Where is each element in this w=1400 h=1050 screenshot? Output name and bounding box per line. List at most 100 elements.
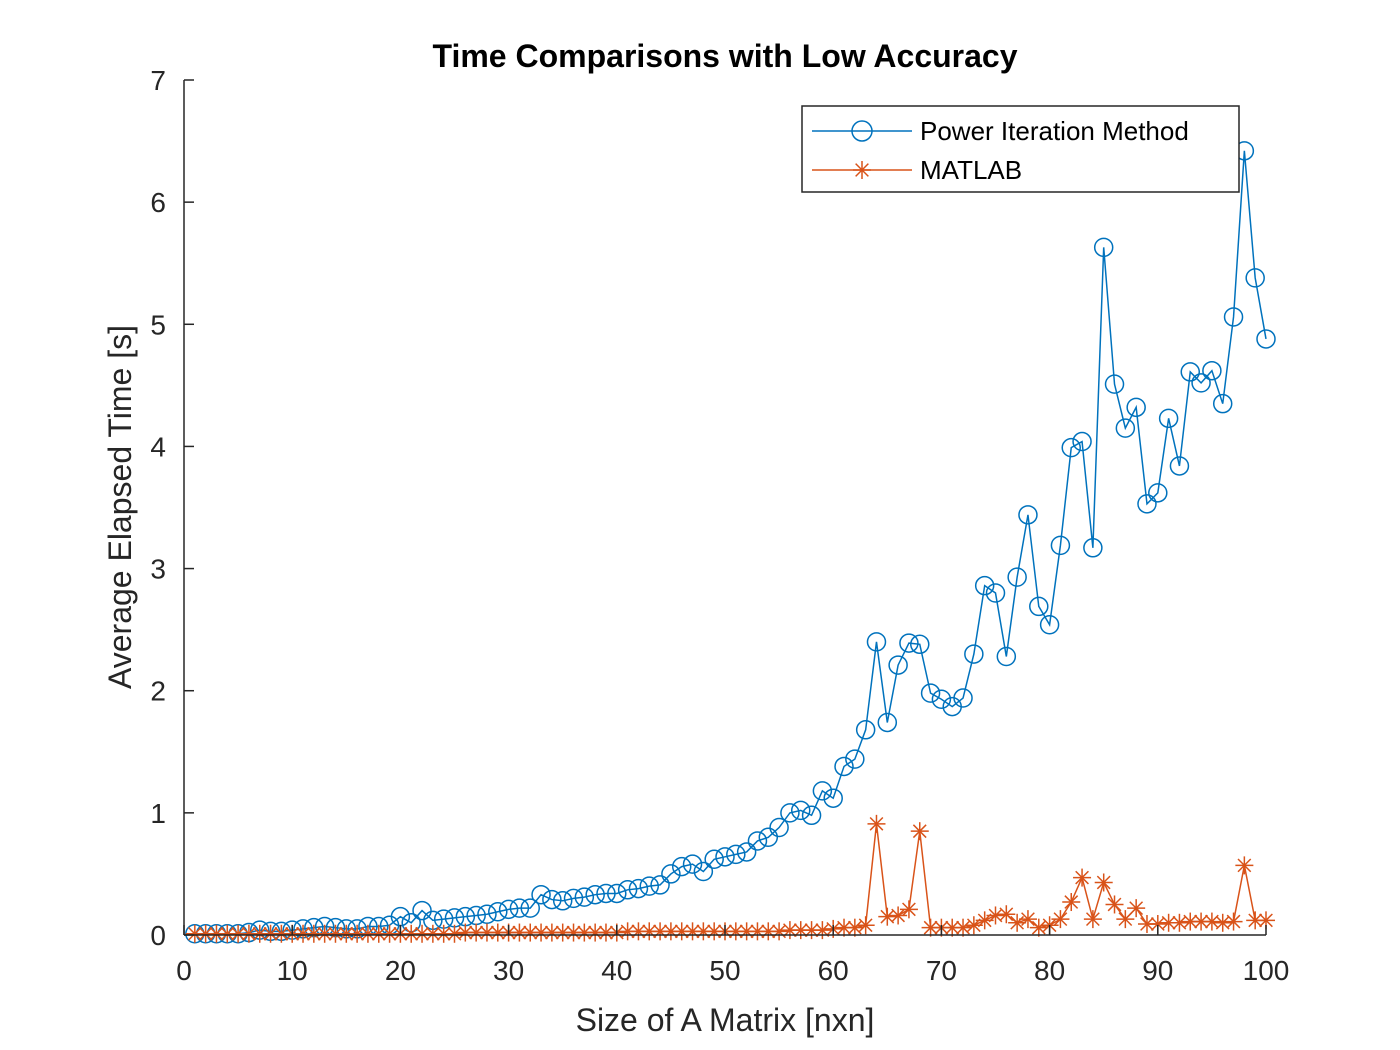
legend-marker-matlab: [853, 161, 871, 179]
data-point: [585, 884, 605, 905]
data-point: [769, 817, 789, 838]
data-point: [358, 924, 377, 943]
x-tick-label: 30: [493, 955, 524, 986]
x-tick-label: 70: [926, 955, 957, 986]
data-point: [1137, 494, 1157, 514]
data-point: [1072, 431, 1092, 452]
data-point: [889, 906, 908, 925]
data-point: [229, 924, 248, 943]
legend-box: [801, 105, 1240, 193]
data-point: [1169, 456, 1190, 476]
data-point: [520, 898, 540, 918]
series-layer: [185, 141, 1276, 944]
x-tick-label: 90: [1142, 955, 1173, 986]
data-point: [1158, 408, 1179, 429]
data-point: [1245, 268, 1265, 288]
data-point: [974, 575, 995, 596]
y-tick-label: 5: [150, 309, 166, 340]
data-point: [823, 788, 843, 808]
data-point: [671, 856, 692, 877]
y-tick-label: 1: [150, 798, 166, 829]
data-point: [509, 898, 530, 918]
data-point: [1127, 899, 1146, 918]
data-point: [954, 918, 973, 937]
x-tick-label: 80: [1034, 955, 1065, 986]
data-point: [856, 916, 875, 935]
data-point: [607, 883, 627, 904]
data-point: [1126, 397, 1146, 418]
y-tick-label: 4: [150, 431, 166, 462]
y-axis-label: Average Elapsed Time [s]: [102, 325, 138, 689]
data-point: [1029, 596, 1049, 617]
data-point: [1029, 918, 1048, 937]
data-point: [1105, 895, 1124, 914]
data-point: [531, 884, 551, 905]
data-point: [704, 849, 724, 870]
legend: Power Iteration Method MATLAB: [801, 105, 1240, 193]
data-point: [498, 899, 519, 920]
data-point: [877, 712, 898, 733]
data-point: [564, 923, 583, 942]
asterisk-icon: [853, 161, 871, 179]
data-point: [726, 844, 746, 865]
data-point: [1159, 913, 1178, 932]
data-point: [1116, 910, 1135, 929]
data-point: [250, 924, 269, 943]
data-point: [888, 655, 908, 675]
data-point: [552, 891, 573, 911]
data-point: [1018, 505, 1038, 525]
data-point: [1073, 868, 1092, 887]
data-point: [997, 905, 1016, 924]
data-point: [812, 781, 833, 801]
data-point: [412, 900, 432, 921]
data-point: [878, 907, 897, 926]
data-point: [867, 814, 886, 833]
x-tick-label: 10: [277, 955, 308, 986]
data-point: [1083, 910, 1102, 929]
data-point: [986, 906, 1005, 925]
data-point: [348, 924, 367, 943]
data-point: [1094, 873, 1113, 892]
y-tick-label: 2: [150, 676, 166, 707]
data-point: [563, 888, 584, 909]
data-point: [1051, 910, 1070, 929]
data-point: [650, 875, 670, 895]
data-point: [1018, 910, 1037, 929]
data-point: [1007, 567, 1027, 587]
data-point: [596, 923, 615, 942]
data-point: [910, 822, 929, 841]
data-point: [996, 646, 1017, 667]
data-point: [921, 918, 940, 937]
data-point: [1212, 393, 1233, 414]
data-point: [628, 878, 649, 899]
data-point: [1192, 912, 1211, 931]
data-point: [1180, 362, 1201, 382]
data-point: [445, 924, 464, 943]
legend-label-matlab: MATLAB: [920, 155, 1022, 185]
data-point: [1148, 915, 1167, 934]
data-point: [1083, 538, 1103, 558]
plot-area: 0 10 20 30 40 50 60 70 80 90 100 0 1 2 3 4 5 6 7: [150, 65, 1289, 986]
data-point: [1050, 535, 1071, 556]
data-point: [542, 889, 562, 910]
data-point: [953, 688, 973, 708]
data-point: [1202, 912, 1221, 931]
y-tick-label: 0: [150, 920, 166, 951]
data-point: [1223, 307, 1244, 327]
data-point: [845, 918, 864, 937]
data-point: [693, 861, 714, 882]
data-point: [639, 876, 660, 896]
data-point: [834, 756, 854, 777]
legend-label-power: Power Iteration Method: [920, 116, 1189, 146]
data-point: [736, 842, 757, 862]
data-point: [835, 918, 854, 937]
x-tick-label: 60: [818, 955, 849, 986]
series-line: [194, 823, 1266, 935]
data-point: [899, 633, 919, 653]
data-point: [1115, 418, 1136, 438]
chart-title: Time Comparisons with Low Accuracy: [432, 38, 1017, 74]
data-point: [1191, 373, 1211, 393]
data-point: [1093, 237, 1114, 258]
data-point: [855, 720, 876, 740]
